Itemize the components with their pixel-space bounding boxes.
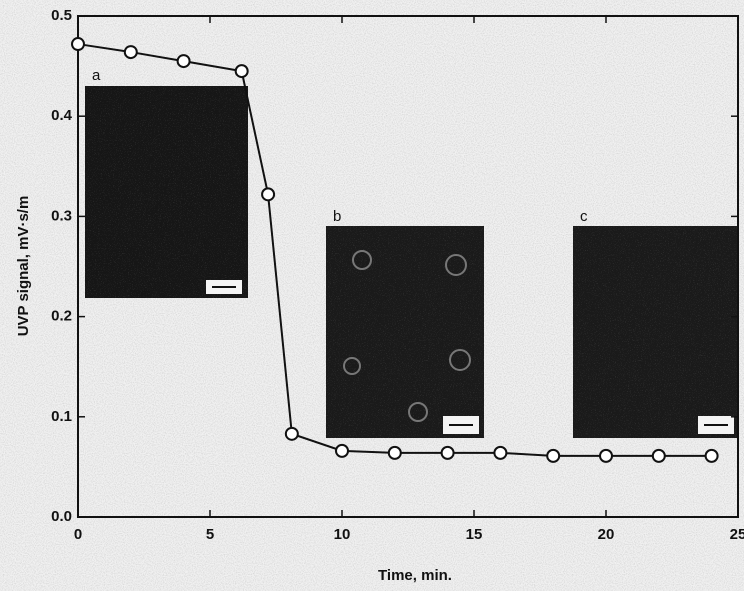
x-tick-label: 15 [466,526,483,543]
data-point [261,187,276,202]
inset-texture [573,226,737,438]
plot-frame [77,15,739,518]
x-tick-label: 20 [598,526,615,543]
inset-c [573,226,737,438]
data-point [234,64,249,79]
data-point [493,445,508,460]
y-tick-label: 0.1 [51,408,72,425]
inset-label: a [92,67,101,84]
particle [352,250,372,270]
y-tick-label: 0.0 [51,508,72,525]
inset-texture [326,226,484,438]
series-line [77,43,712,457]
inset-label: b [333,208,341,225]
x-axis-label: Time, min. [378,567,452,584]
data-point [335,443,349,458]
x-tick-label: 0 [74,526,82,543]
inset-label: c [580,208,588,225]
data-point [284,426,299,441]
y-axis-label: UVP signal, mV·s/m [15,196,32,337]
data-point [387,445,402,460]
data-point [123,45,138,60]
x-tick-label: 10 [334,526,351,543]
x-tick-label: 5 [206,526,214,543]
y-tick-label: 0.2 [51,308,72,325]
y-tick-label: 0.4 [51,107,73,124]
particle [449,349,471,371]
y-tick-label: 0.3 [51,207,72,224]
x-tick-label: 25 [730,526,744,543]
inset-a [85,86,248,298]
data-point [651,448,666,463]
y-tick-label: 0.5 [51,7,72,24]
data-point [440,445,455,460]
particle [408,402,428,422]
inset-texture [85,86,248,298]
data-point [599,448,613,463]
particle [343,357,361,375]
data-point [546,448,561,463]
particle [445,254,467,276]
inset-b [326,226,484,438]
data-point [704,448,719,463]
data-point [71,37,85,52]
data-point [176,54,191,69]
